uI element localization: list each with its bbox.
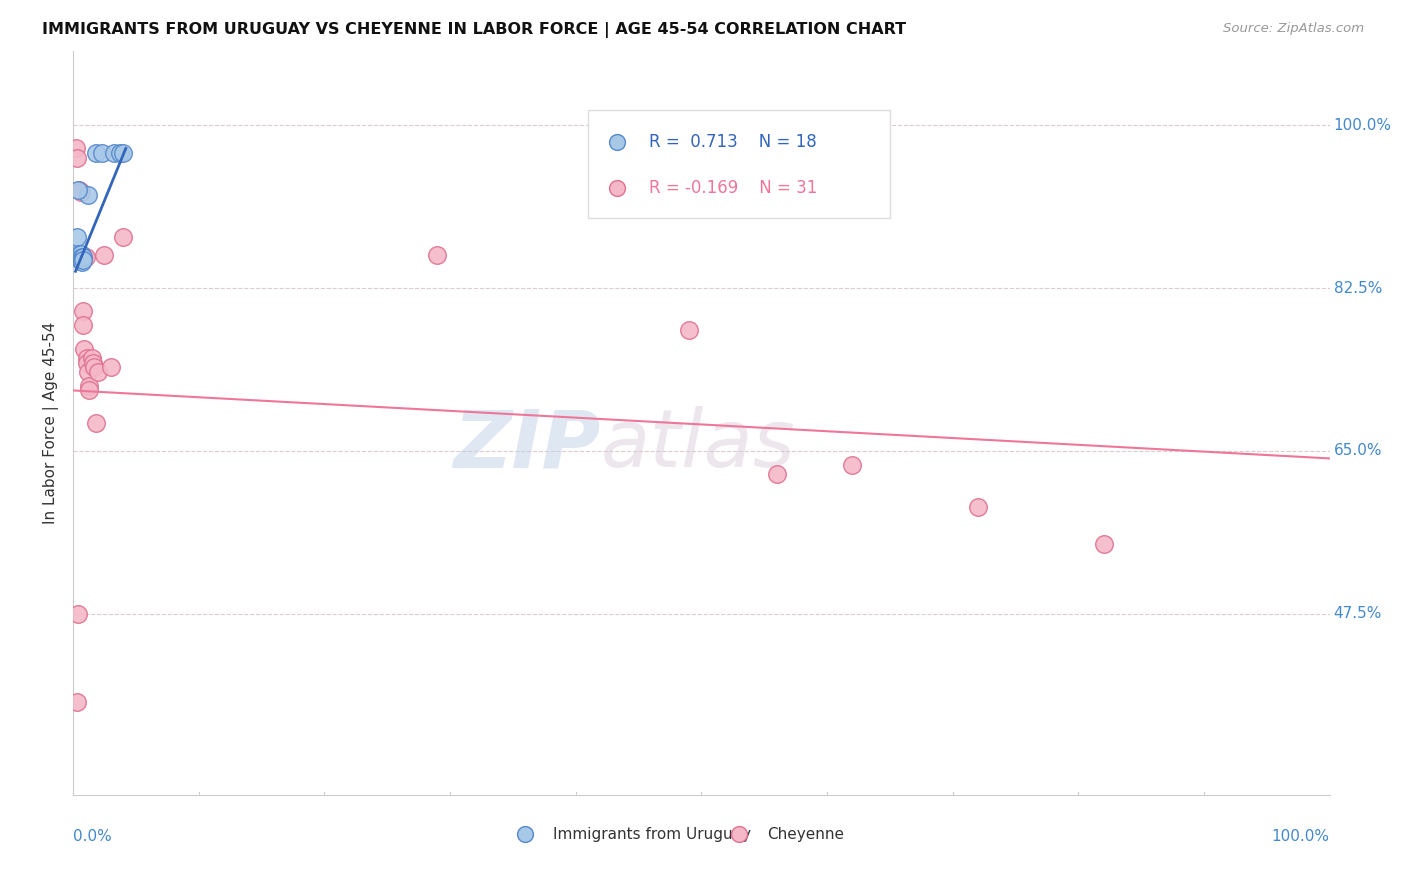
Point (606, 290, 628, 304)
Point (83, 360, 105, 375)
Point (70, 251, 93, 265)
Text: 100.0%: 100.0% (1333, 118, 1392, 133)
FancyBboxPatch shape (588, 111, 890, 219)
Text: R =  0.713    N = 18: R = 0.713 N = 18 (648, 133, 817, 152)
Point (76, 351, 98, 365)
Point (69, 185, 91, 199)
Text: Immigrants from Uruguay: Immigrants from Uruguay (553, 827, 751, 842)
Text: 0.0%: 0.0% (73, 829, 111, 844)
Point (606, 233, 628, 247)
Point (66, 230, 89, 244)
Text: IMMIGRANTS FROM URUGUAY VS CHEYENNE IN LABOR FORCE | AGE 45-54 CORRELATION CHART: IMMIGRANTS FROM URUGUAY VS CHEYENNE IN L… (42, 22, 907, 38)
Point (69, 252, 91, 266)
Text: ZIP: ZIP (454, 407, 600, 484)
Point (75, 251, 97, 265)
Point (72, 253, 94, 268)
Point (67, 252, 90, 266)
Point (70, 253, 93, 268)
Point (70, 255, 93, 269)
Text: 65.0%: 65.0% (1333, 443, 1382, 458)
Point (426, 248, 449, 262)
Point (72, 251, 94, 265)
Text: 82.5%: 82.5% (1333, 281, 1382, 295)
Text: 100.0%: 100.0% (1272, 829, 1330, 844)
Point (67, 183, 90, 197)
Text: R = -0.169    N = 31: R = -0.169 N = 31 (648, 179, 817, 197)
Point (73, 251, 96, 265)
Text: Cheyenne: Cheyenne (766, 827, 844, 842)
Point (65, 141, 87, 155)
Text: 47.5%: 47.5% (1333, 607, 1382, 622)
Point (108, 146, 131, 161)
Y-axis label: In Labor Force | Age 45-54: In Labor Force | Age 45-54 (44, 322, 59, 524)
Point (66, 695, 89, 709)
Point (80, 351, 103, 365)
Point (69, 246, 91, 260)
Point (72, 318, 94, 333)
Point (67, 246, 90, 260)
Point (84, 146, 107, 161)
Point (66, 151, 89, 165)
Point (79, 384, 101, 398)
Point (87, 365, 110, 379)
Point (84, 416, 107, 430)
Point (72, 304, 94, 318)
Point (79, 379, 101, 393)
Point (69, 253, 91, 268)
Point (103, 146, 125, 161)
Point (73, 342, 96, 356)
Point (841, 458, 863, 472)
Point (100, 360, 122, 375)
Point (82, 355, 104, 369)
Text: Source: ZipAtlas.com: Source: ZipAtlas.com (1223, 22, 1364, 36)
Point (70, 251, 93, 265)
Point (112, 146, 135, 161)
Point (1092, 537, 1115, 551)
Point (966, 500, 988, 514)
Text: atlas: atlas (600, 407, 796, 484)
Point (76, 355, 98, 369)
Point (69, 254, 91, 268)
Point (77, 188, 100, 202)
Point (67, 607, 90, 621)
Point (93, 248, 115, 262)
Point (67, 183, 90, 197)
Point (90, 146, 112, 161)
Point (765, 467, 787, 482)
Point (678, 323, 700, 337)
Point (112, 230, 135, 244)
Point (77, 365, 100, 379)
